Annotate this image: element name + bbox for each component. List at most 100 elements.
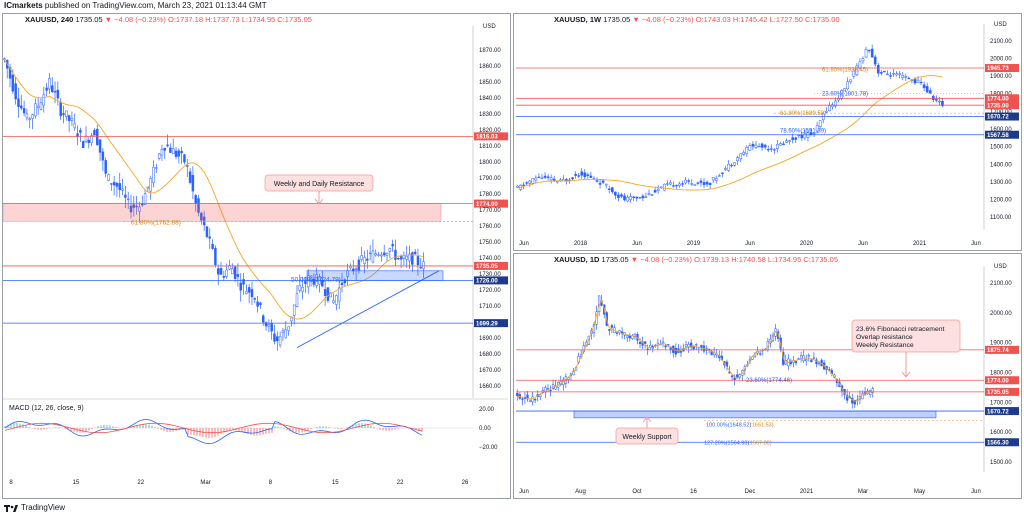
candle-body <box>354 268 358 271</box>
macd-line <box>4 419 423 445</box>
candle-body <box>785 140 788 143</box>
candle-body <box>607 188 611 190</box>
candle-body <box>626 197 629 202</box>
candle-body <box>817 362 821 365</box>
candle-body <box>177 150 181 157</box>
candle-body <box>394 249 397 260</box>
candle-body <box>789 360 793 364</box>
candle-body <box>261 315 265 323</box>
price-change: ▼ −4.08 (−0.23%) <box>632 15 694 24</box>
x-tick-label: 2020 <box>800 241 814 247</box>
x-tick-label: Jun <box>971 241 981 247</box>
price-level-tag <box>985 101 1019 110</box>
fibonacci-label: 23.60%(1774.46) <box>746 378 792 384</box>
candle-body <box>617 194 620 198</box>
candle-body <box>222 276 226 278</box>
x-tick-label: May <box>914 489 925 495</box>
candle-body <box>610 187 614 193</box>
candle-body <box>828 105 831 111</box>
candle-body <box>742 152 746 155</box>
candle-body <box>290 316 293 322</box>
candle-body <box>586 174 590 176</box>
candle-body <box>534 177 538 181</box>
y-tick-label: 1660.00 <box>479 384 501 390</box>
chart-panel-daily[interactable]: XAUUSD, 1D 1735.05 ▼ −4.08 (−0.23%) O:17… <box>513 253 1022 499</box>
signal-line <box>4 422 423 434</box>
candle-body <box>84 135 88 142</box>
chart-canvas-4h[interactable]: USD 1870.00 1860.00 1850.00 1840.00 1830.00 18… <box>3 14 510 498</box>
chart-canvas-daily[interactable]: USD 2100.00 2000.00 1900.00 1800.00 1700.00 16… <box>514 254 1021 498</box>
price-change: ▼ −4.08 (−0.23%) <box>104 15 166 24</box>
support-zone <box>306 270 444 281</box>
candle-body <box>861 58 865 62</box>
candle-body <box>717 175 721 177</box>
annotation-text: Weekly and Daily Resistance <box>274 181 365 188</box>
candle-body <box>623 195 626 201</box>
candle-body <box>247 287 251 293</box>
candle-body <box>408 253 411 262</box>
footer-brand[interactable]: TradingView <box>4 502 65 514</box>
candle-body <box>754 144 758 148</box>
candle-body <box>388 248 392 252</box>
candle-body <box>399 256 403 260</box>
candle-body <box>739 153 743 160</box>
candle-body <box>360 255 363 260</box>
y-tick-label: 1740.00 <box>479 256 501 262</box>
candle-body <box>938 100 941 103</box>
y-tick-label: 2100.00 <box>990 39 1012 45</box>
candle-body <box>799 355 803 360</box>
y-tick-label: 1770.00 <box>479 208 501 214</box>
candle-body <box>214 248 217 266</box>
candle-body <box>812 357 816 359</box>
candle-body <box>687 344 690 348</box>
candle-body <box>239 282 242 291</box>
x-tick-label: 15 <box>332 480 339 486</box>
candle-body <box>380 254 383 257</box>
ohlc-low: L:1734.95 <box>241 15 276 24</box>
publisher-name: ICmarkets <box>4 1 43 10</box>
candle-body <box>129 205 133 213</box>
candle-body <box>843 88 846 92</box>
y-tick-label: 1800.00 <box>479 160 501 166</box>
candle-body <box>714 178 718 181</box>
candle-body <box>363 256 366 264</box>
chart-panel-4h[interactable]: XAUUSD, 240 1735.05 ▼ −4.08 (−0.23%) O:1… <box>2 13 511 499</box>
candle-body <box>653 189 657 193</box>
y-tick-label: 1830.00 <box>479 112 501 118</box>
candle-body <box>36 105 40 108</box>
candle-body <box>183 154 186 163</box>
candle-body <box>236 274 240 277</box>
candle-body <box>539 394 542 397</box>
candle-body <box>110 183 113 185</box>
candle-body <box>574 174 577 176</box>
candle-body <box>67 115 71 121</box>
candle-body <box>554 385 557 390</box>
candle-body <box>357 259 361 271</box>
y-tick-label: 1200.00 <box>990 198 1012 204</box>
candle-body <box>641 195 645 199</box>
candle-body <box>411 252 414 265</box>
y-tick-label: 1680.00 <box>479 352 501 358</box>
candle-body <box>941 100 944 107</box>
y-tick-label: 1710.00 <box>479 304 501 310</box>
candle-body <box>79 130 82 133</box>
chart-canvas-weekly[interactable]: USD2100.002000.001900.001800.001700.0016… <box>514 14 1021 250</box>
chart-panel-weekly[interactable]: XAUUSD, 1W 1735.05 ▼ −4.08 (−0.23%) O:17… <box>513 13 1022 251</box>
fibonacci-label: 78.60%(1591.39) <box>780 129 826 135</box>
candle-body <box>382 252 386 256</box>
candle-body <box>794 361 798 364</box>
candle-body <box>598 182 602 185</box>
x-tick-label: 2021 <box>913 241 927 247</box>
candle-body <box>115 182 119 187</box>
candle-body <box>326 287 330 301</box>
candle-body <box>615 332 619 334</box>
y-tick-label: 1720.00 <box>479 288 501 294</box>
moving-average-line <box>4 59 424 320</box>
x-tick-label: 2018 <box>574 241 588 247</box>
currency-label: USD <box>994 264 1007 270</box>
candle-body <box>413 251 417 255</box>
candle-body <box>146 186 150 189</box>
candle-body <box>118 183 121 191</box>
candle-body <box>730 164 733 167</box>
candle-body <box>368 252 372 255</box>
